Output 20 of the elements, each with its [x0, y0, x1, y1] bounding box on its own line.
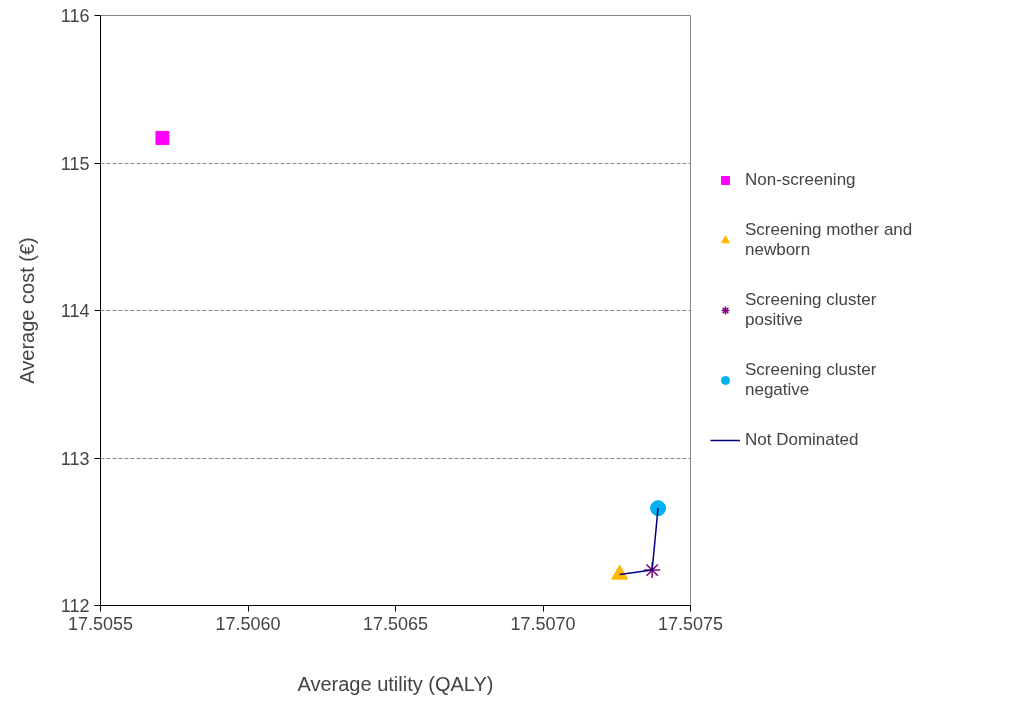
x-tick-label: 17.5055 — [67, 613, 134, 634]
point — [643, 561, 661, 579]
legend-label: Not Dominated — [745, 430, 860, 450]
x-tick-label: 17.5060 — [215, 613, 281, 634]
legend-label: Non-screening — [745, 170, 857, 190]
y-tick-label: 116 — [60, 6, 90, 26]
y-axis-title: Average cost (€) — [15, 237, 38, 384]
legend-label: Screening cluster negative — [745, 360, 878, 400]
point — [155, 130, 170, 145]
y-tick-label: 113 — [60, 448, 90, 469]
x-tick-label: 17.5075 — [657, 613, 724, 634]
y-tick-label: 115 — [60, 153, 90, 174]
x-axis-title: Average utility (QALY) — [297, 672, 494, 695]
legend-label: Screening cluster positive — [745, 290, 878, 330]
y-tick-label: 112 — [60, 596, 90, 616]
point — [650, 500, 667, 517]
x-tick-label: 17.5065 — [362, 613, 429, 634]
x-tick-label: 17.5070 — [510, 613, 576, 634]
y-tick-label: 114 — [60, 301, 90, 321]
legend-label: Screening mother and newborn — [745, 220, 914, 260]
